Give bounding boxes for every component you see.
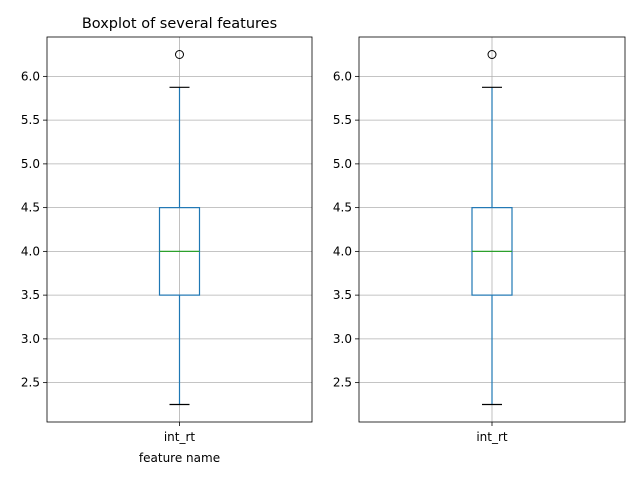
y-tick-label: 6.0 <box>333 69 352 83</box>
y-tick-label: 6.0 <box>21 69 40 83</box>
y-tick-label: 4.0 <box>333 244 352 258</box>
axes-frame <box>358 36 626 423</box>
y-tick-label: 3.5 <box>333 288 352 302</box>
y-tick-label: 5.5 <box>21 113 40 127</box>
chart-panel-2: 2.5 3.0 3.5 4.0 4.5 5.0 5.5 6.0 int_rt <box>333 36 626 444</box>
x-tick-label: int_rt <box>476 430 508 444</box>
y-tick-label: 5.0 <box>21 157 40 171</box>
y-tick-label: 4.5 <box>21 201 40 215</box>
y-tick-label: 5.0 <box>333 157 352 171</box>
chart-title: Boxplot of several features <box>82 16 277 32</box>
y-tick-label: 3.5 <box>21 288 40 302</box>
y-tick-label: 4.0 <box>21 244 40 258</box>
x-axis-title: feature name <box>139 451 220 465</box>
y-tick-label: 2.5 <box>21 376 40 390</box>
x-tick-label: int_rt <box>164 430 196 444</box>
axes-frame <box>46 36 313 423</box>
y-tick-label: 3.0 <box>21 332 40 346</box>
y-tick-label: 5.5 <box>333 113 352 127</box>
y-tick-label: 3.0 <box>333 332 352 346</box>
chart-panel-1: 2.5 3.0 3.5 4.0 4.5 5.0 5.5 6.0 int_rt Boxplot of… <box>21 16 313 465</box>
outlier-point <box>487 50 497 59</box>
y-tick-label: 2.5 <box>333 376 352 390</box>
y-tick-label: 4.5 <box>333 201 352 215</box>
outlier-point <box>175 50 184 59</box>
